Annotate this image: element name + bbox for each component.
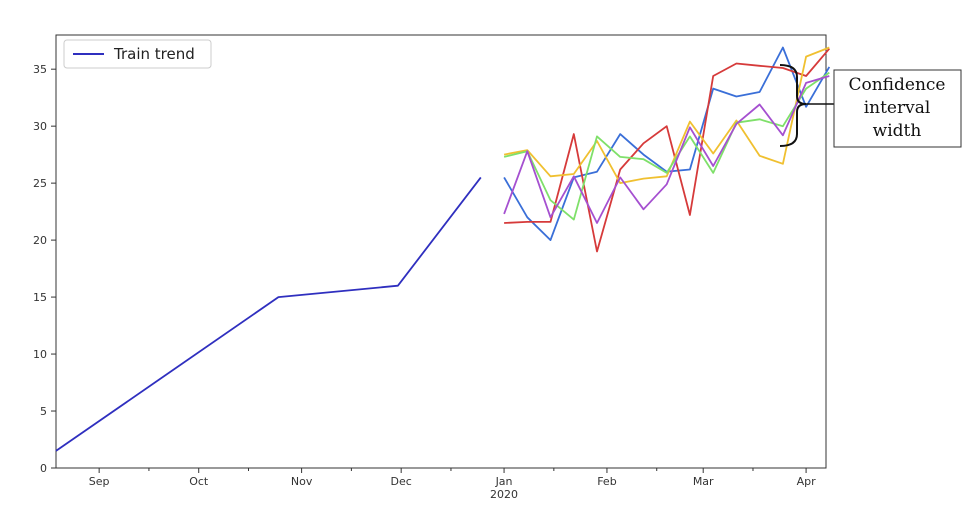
series-lines	[55, 46, 831, 452]
annotation-line-3: width	[873, 121, 922, 141]
y-tick-label: 20	[33, 234, 47, 247]
y-tick-label: 25	[33, 177, 47, 190]
x-tick-sublabel: 2020	[490, 488, 518, 501]
x-tick-label: Nov	[291, 475, 313, 488]
x-tick-label: Dec	[391, 475, 412, 488]
plot-frame	[55, 34, 827, 469]
series-line-train-trend	[55, 176, 482, 452]
x-tick-label: Jan	[495, 475, 513, 488]
annotation-box	[833, 69, 962, 148]
x-tick-label: Apr	[797, 475, 817, 488]
y-tick-label: 10	[33, 348, 47, 361]
x-tick-label: Mar	[693, 475, 714, 488]
x-tick-label: Sep	[89, 475, 110, 488]
forecast-line-2	[504, 48, 830, 253]
legend: Train trend	[63, 39, 212, 69]
confidence-annotation: Confidence interval width	[779, 64, 962, 148]
legend-frame	[63, 39, 212, 69]
legend-label-train-trend: Train trend	[113, 45, 195, 63]
x-tick-label: Oct	[189, 475, 209, 488]
annotation-line-1: Confidence	[848, 75, 945, 95]
y-tick-label: 0	[40, 462, 47, 475]
annotation-line-2: interval	[864, 98, 931, 118]
forecast-line-3	[503, 46, 830, 185]
y-tick-label: 35	[33, 63, 47, 76]
y-tick-label: 30	[33, 120, 47, 133]
y-tick-label: 5	[40, 405, 47, 418]
x-tick-label: Feb	[597, 475, 616, 488]
y-tick-label: 15	[33, 291, 47, 304]
forecast-line-5	[503, 75, 830, 224]
